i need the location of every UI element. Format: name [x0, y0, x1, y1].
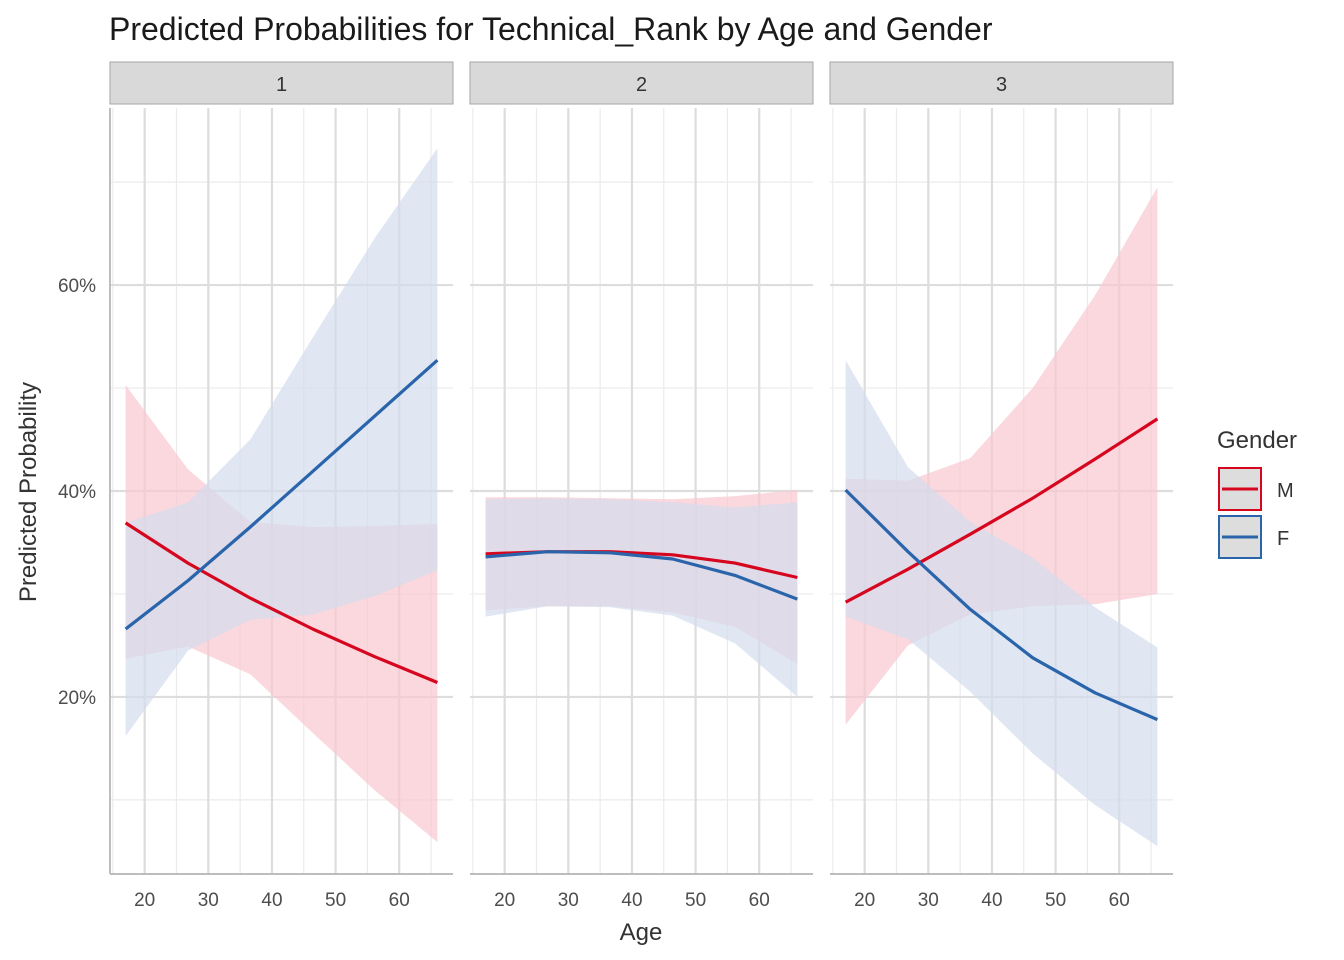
x-tick-label: 20: [854, 890, 875, 911]
x-tick-label: 50: [685, 890, 706, 911]
legend-label: M: [1277, 480, 1294, 502]
facet-strip-label: 3: [996, 74, 1007, 96]
legend-item-M: M: [1218, 467, 1294, 511]
y-tick-label: 40%: [58, 482, 96, 503]
legend-items: MF: [1218, 467, 1294, 559]
facet-panels: 1 20 30 40 50 60 20% 40% 60% 2 20 30 40 50 60 3 20 30 40 50…: [58, 61, 1174, 911]
x-tick-label: 60: [749, 890, 770, 911]
facet-panel-1: 1 20 30 40 50 60 20% 40% 60%: [58, 61, 454, 911]
x-tick-label: 20: [134, 890, 155, 911]
x-tick-label: 60: [1109, 890, 1130, 911]
line-series-F: [844, 488, 1159, 722]
x-tick-label: 60: [389, 890, 410, 911]
facet-strip-label: 2: [636, 74, 647, 96]
facet-strip: [829, 61, 1174, 105]
y-tick-label: 20%: [58, 688, 96, 709]
x-tick-label: 50: [1045, 890, 1066, 911]
facet-strip: [469, 61, 814, 105]
line-series-M: [124, 521, 439, 684]
ci-band-F: [125, 148, 438, 736]
x-tick-label: 20: [494, 890, 515, 911]
y-axis-title: Predicted Probability: [15, 382, 42, 602]
x-tick-label: 50: [325, 890, 346, 911]
legend: Gender MF: [1217, 427, 1297, 559]
facet-panel-3: 3 20 30 40 50 60: [829, 61, 1174, 911]
line-series-F: [485, 550, 798, 601]
facet-panel-2: 2 20 30 40 50 60: [469, 61, 814, 911]
x-axis-title: Age: [620, 919, 663, 946]
facet-strip: [109, 61, 454, 105]
line-series-F: [124, 359, 439, 631]
legend-label: F: [1277, 528, 1289, 550]
y-tick-label: 60%: [58, 276, 96, 297]
legend-item-F: F: [1218, 515, 1289, 559]
facet-strip-label: 1: [276, 74, 287, 96]
chart-title: Predicted Probabilities for Technical_Ra…: [109, 11, 993, 47]
x-tick-label: 30: [918, 890, 939, 911]
x-tick-label: 40: [261, 890, 282, 911]
ci-band-F: [485, 498, 798, 697]
ci-band-F: [845, 360, 1158, 847]
x-tick-label: 40: [981, 890, 1002, 911]
x-tick-label: 40: [621, 890, 642, 911]
legend-title: Gender: [1217, 427, 1297, 454]
x-tick-label: 30: [558, 890, 579, 911]
line-series-M: [844, 417, 1159, 604]
x-tick-label: 30: [198, 890, 219, 911]
